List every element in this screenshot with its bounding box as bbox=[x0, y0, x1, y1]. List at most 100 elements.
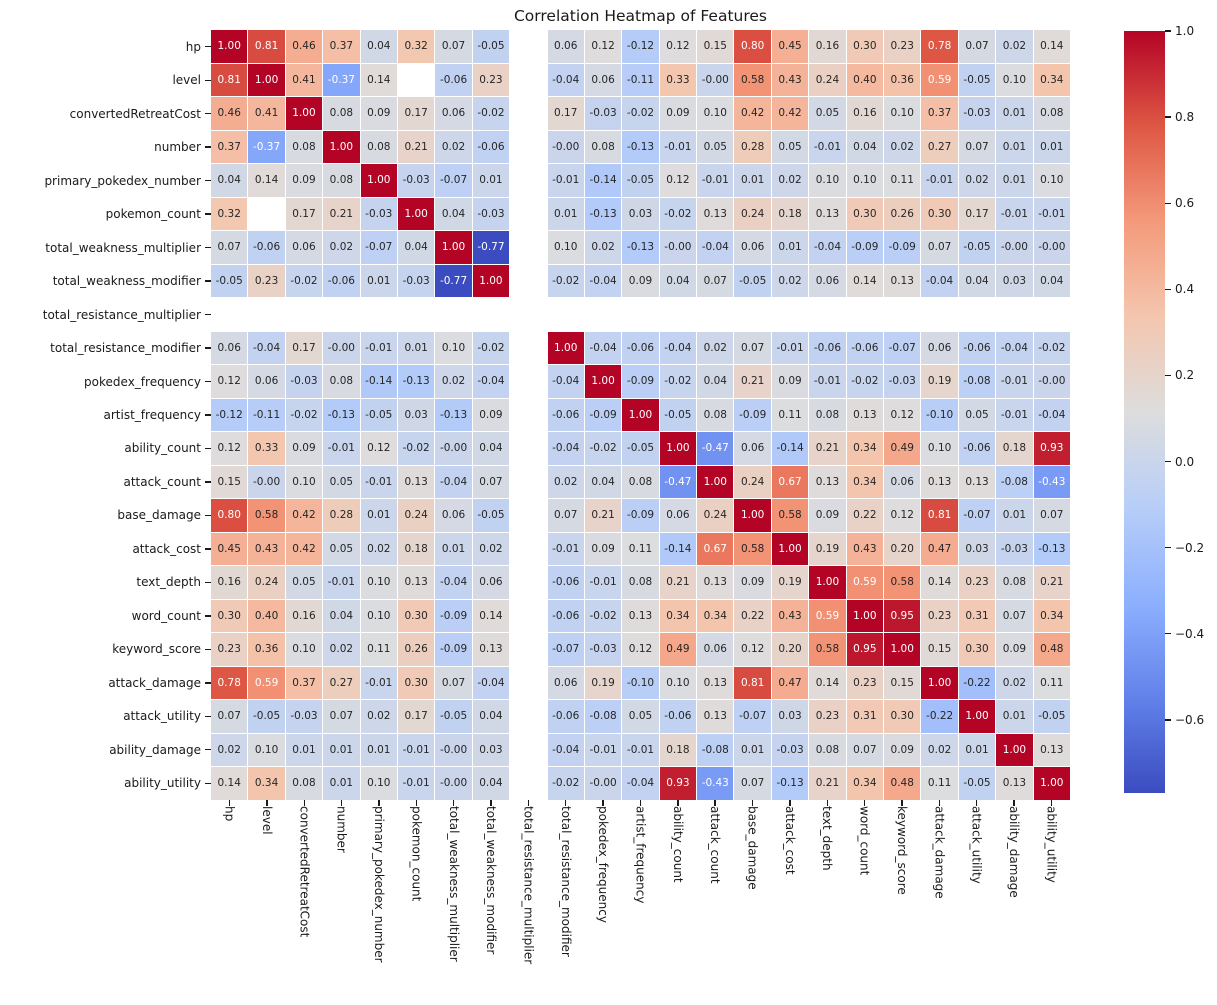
heatmap-cell: 0.67 bbox=[771, 465, 809, 499]
heatmap-cell: -0.11 bbox=[248, 398, 285, 432]
heatmap-cell: 0.41 bbox=[248, 97, 285, 130]
heatmap-cell bbox=[510, 298, 547, 331]
heatmap-cell: -0.01 bbox=[809, 365, 846, 398]
heatmap-cell: -0.03 bbox=[584, 97, 622, 130]
heatmap-cell: 0.23 bbox=[211, 633, 248, 666]
heatmap-cell: 0.09 bbox=[360, 97, 397, 130]
heatmap-cell: -0.03 bbox=[996, 532, 1033, 566]
heatmap-cell: 0.02 bbox=[435, 130, 472, 164]
heatmap-cell: -0.09 bbox=[584, 398, 622, 432]
heatmap-cell: -0.07 bbox=[884, 331, 921, 365]
plot-title: Correlation Heatmap of Features bbox=[513, 7, 768, 25]
y-tick-mark bbox=[205, 146, 211, 148]
heatmap-cell bbox=[996, 298, 1033, 331]
heatmap-cell: -0.05 bbox=[1033, 700, 1070, 733]
heatmap-cell: -0.02 bbox=[285, 264, 323, 298]
heatmap-cell: 0.24 bbox=[734, 465, 771, 499]
x-tick-mark bbox=[863, 800, 866, 806]
heatmap-cell: 0.16 bbox=[846, 97, 884, 130]
heatmap-cell: -0.06 bbox=[323, 264, 360, 298]
heatmap-grid: 1.00 0.81 0.46 0.37 0.04 0.32 0.07 -0.05 0.06 0.1… bbox=[211, 30, 1070, 800]
heatmap-cell: 0.10 bbox=[697, 97, 734, 130]
x-tick-mark bbox=[602, 800, 604, 806]
heatmap-cell: 0.30 bbox=[846, 197, 884, 231]
heatmap-cell: 0.01 bbox=[771, 231, 809, 264]
heatmap-cell: 0.67 bbox=[697, 532, 734, 566]
heatmap-cell: -0.01 bbox=[921, 164, 958, 197]
heatmap-cell: 1.00 bbox=[435, 231, 472, 264]
heatmap-cell: 0.01 bbox=[397, 331, 435, 365]
y-tick-mark bbox=[205, 548, 211, 550]
x-tick-mark bbox=[1013, 800, 1015, 806]
heatmap-cell: -0.02 bbox=[547, 264, 584, 298]
heatmap-cell: 0.42 bbox=[285, 499, 323, 532]
heatmap-cell: 0.01 bbox=[472, 164, 510, 197]
heatmap-cell: 0.19 bbox=[584, 666, 622, 700]
heatmap-cell: 0.08 bbox=[809, 398, 846, 432]
heatmap-cell: 0.43 bbox=[846, 532, 884, 566]
heatmap-cell: 0.02 bbox=[435, 365, 472, 398]
heatmap-cell: 0.02 bbox=[360, 700, 397, 733]
heatmap-cell: 0.13 bbox=[697, 666, 734, 700]
heatmap-cell: -0.05 bbox=[472, 499, 510, 532]
heatmap-cell: -0.04 bbox=[547, 365, 584, 398]
heatmap-cell: 0.09 bbox=[584, 532, 622, 566]
heatmap-cell: 0.14 bbox=[211, 767, 248, 800]
colorbar-tick-mark bbox=[1165, 374, 1171, 377]
y-tick-label: total_weakness_modifier bbox=[52, 274, 201, 289]
heatmap-cell: -0.05 bbox=[659, 398, 697, 432]
heatmap-cell: 0.81 bbox=[248, 30, 285, 63]
heatmap-cell: 0.14 bbox=[921, 566, 958, 599]
heatmap-cell: 0.02 bbox=[472, 532, 510, 566]
colorbar bbox=[1124, 31, 1165, 793]
y-tick-mark bbox=[205, 414, 211, 416]
heatmap-cell: 0.01 bbox=[996, 130, 1033, 164]
heatmap-cell: 0.03 bbox=[397, 398, 435, 432]
colorbar-tick-label: 0.2 bbox=[1175, 368, 1195, 383]
y-tick-label: attack_count bbox=[123, 474, 201, 489]
heatmap-cell: 0.36 bbox=[884, 63, 921, 97]
x-tick-label: keyword_score bbox=[894, 806, 909, 895]
heatmap-cell: 0.02 bbox=[771, 264, 809, 298]
heatmap-cell: 0.13 bbox=[809, 197, 846, 231]
heatmap-cell: -0.02 bbox=[397, 432, 435, 465]
heatmap-cell: 0.01 bbox=[547, 197, 584, 231]
heatmap-cell: -0.00 bbox=[697, 63, 734, 97]
heatmap-cell bbox=[397, 63, 435, 97]
heatmap-cell: 1.00 bbox=[323, 130, 360, 164]
heatmap-cell: 0.06 bbox=[697, 633, 734, 666]
x-tick-mark bbox=[751, 800, 754, 806]
heatmap-cell: 0.24 bbox=[809, 63, 846, 97]
x-tick-label: attack_damage bbox=[932, 806, 947, 899]
y-tick-label: base_damage bbox=[117, 508, 201, 523]
heatmap-cell: 0.03 bbox=[622, 197, 659, 231]
heatmap-cell: 0.09 bbox=[996, 633, 1033, 666]
heatmap-cell: -0.01 bbox=[771, 331, 809, 365]
colorbar-tick-mark bbox=[1165, 633, 1171, 635]
heatmap-cell: 0.21 bbox=[397, 130, 435, 164]
heatmap-cell: 0.30 bbox=[958, 633, 996, 666]
x-tick-label: convertedRetreatCost bbox=[297, 806, 312, 938]
y-tick-mark bbox=[205, 682, 211, 684]
heatmap-cell: 1.00 bbox=[622, 398, 659, 432]
heatmap-cell: 0.19 bbox=[771, 566, 809, 599]
y-tick-label: total_resistance_multiplier bbox=[42, 307, 201, 322]
heatmap-cell: 0.23 bbox=[846, 666, 884, 700]
heatmap-cell: 0.10 bbox=[1033, 164, 1070, 197]
heatmap-cell: 0.04 bbox=[472, 432, 510, 465]
heatmap-cell: 0.12 bbox=[659, 30, 697, 63]
heatmap-cell: -0.10 bbox=[622, 666, 659, 700]
heatmap-cell: 0.59 bbox=[809, 599, 846, 633]
heatmap-cell: 1.00 bbox=[659, 432, 697, 465]
y-tick-mark bbox=[205, 581, 211, 584]
heatmap-cell: 0.08 bbox=[360, 130, 397, 164]
y-tick-mark bbox=[205, 347, 211, 349]
heatmap-cell: 0.01 bbox=[996, 499, 1033, 532]
heatmap-cell: -0.04 bbox=[584, 264, 622, 298]
heatmap-cell: -0.00 bbox=[996, 231, 1033, 264]
heatmap-cell: -0.01 bbox=[584, 733, 622, 767]
heatmap-cell: -0.06 bbox=[248, 231, 285, 264]
heatmap-cell: 0.21 bbox=[734, 365, 771, 398]
heatmap-cell bbox=[921, 298, 958, 331]
heatmap-cell: 0.01 bbox=[323, 733, 360, 767]
